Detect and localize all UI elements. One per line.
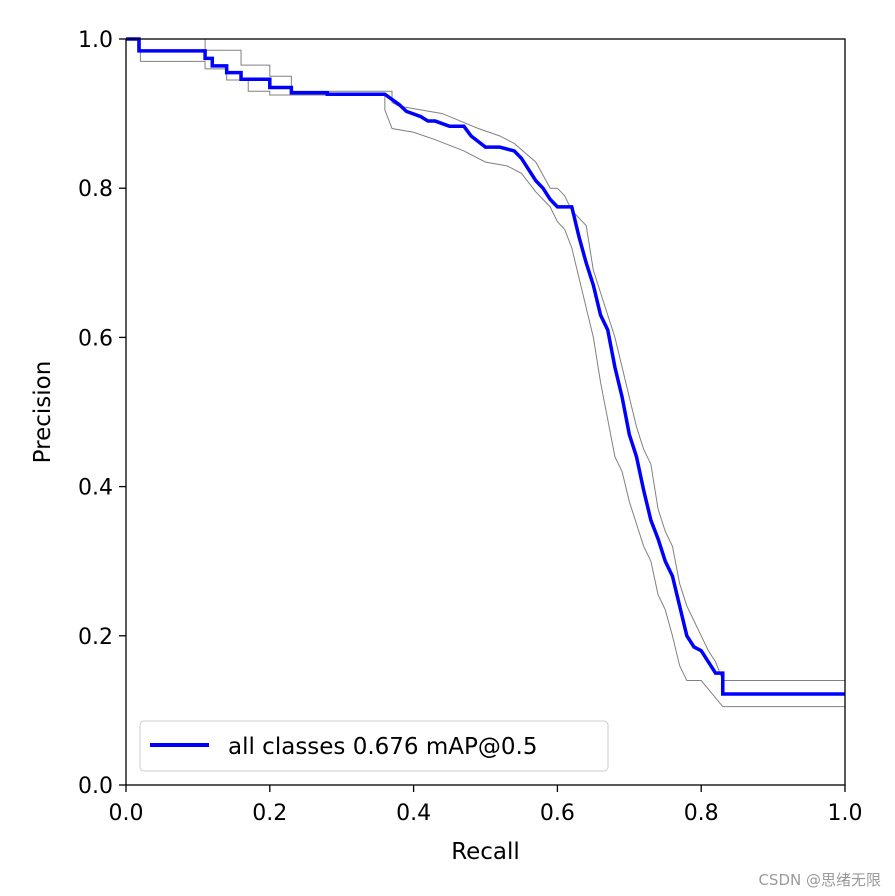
x-axis-label: Recall [451,839,520,865]
y-tick-label: 0.0 [78,774,113,799]
y-tick-label: 1.0 [78,28,113,53]
plot-frame [125,38,846,786]
y-axis-label: Precision [30,361,56,464]
x-tick-label: 0.0 [109,801,144,826]
legend: all classes 0.676 mAP@0.5 [139,720,609,772]
y-tick-label: 0.4 [78,476,113,501]
x-tick-label: 0.8 [684,801,719,826]
series-line-all-classes [126,37,845,696]
x-tick-label: 0.6 [540,801,575,826]
legend-entry-label: all classes 0.676 mAP@0.5 [228,734,537,760]
x-tick-label: 0.2 [252,801,287,826]
series-line-band-2 [126,38,845,682]
series-line-band-1 [126,38,845,708]
x-tick-label: 0.4 [396,801,431,826]
x-tick-label: 1.0 [828,801,863,826]
series-layer [126,37,845,708]
y-tick-label: 0.8 [78,177,113,202]
watermark: CSDN @思绪无限 [758,871,881,889]
y-tick-label: 0.2 [78,625,113,650]
ticks-layer: 0.0 0.2 0.4 0.6 0.8 1.0 0.0 0.2 0.4 0.6 0.8 1.0 [78,28,863,826]
legend-box [139,720,609,772]
y-tick-label: 0.6 [78,326,113,351]
